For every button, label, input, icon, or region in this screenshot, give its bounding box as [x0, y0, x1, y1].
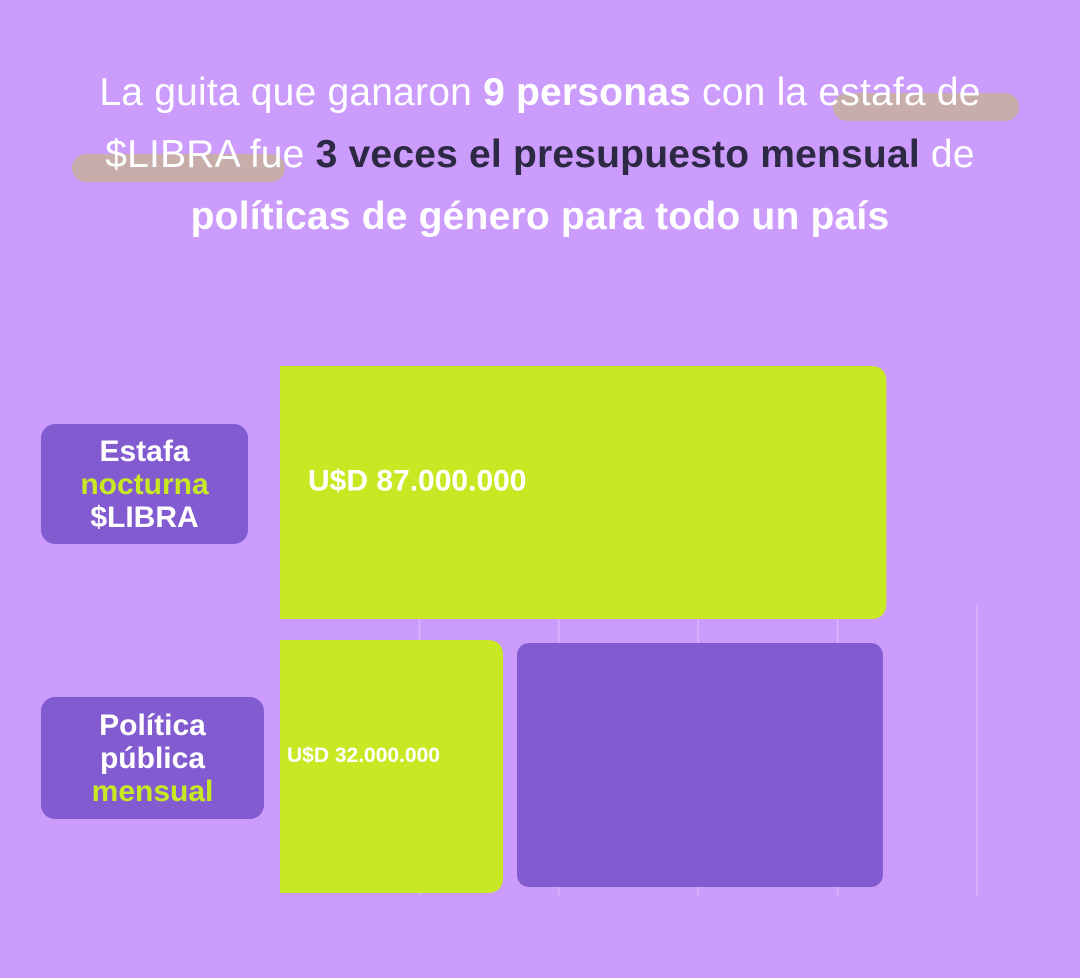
headline-text-1: La guita que ganaron — [99, 71, 484, 114]
highlight-marker-bottom — [72, 154, 285, 182]
comparison-block — [516, 643, 883, 887]
headline-text-2: con la estafa de $LIBRA fue — [105, 71, 981, 176]
bar-policy — [280, 640, 504, 893]
category-label-line: pública — [99, 741, 205, 775]
category-label-line: mensual — [91, 774, 214, 808]
bar-value-label: U$D 87.000.000 — [308, 464, 527, 497]
highlight-marker-top — [833, 93, 1019, 121]
chart-value-labels: U$D 87.000.000 U$D 32.000.000 — [287, 464, 527, 767]
bar-value-label: U$D 32.000.000 — [287, 744, 440, 767]
headline-highlight-times: 3 veces el presupuesto mensual — [315, 133, 920, 176]
headline: La guita que ganaron 9 personas con la e… — [40, 62, 1040, 248]
category-label-line: Política — [99, 708, 206, 742]
category-label-line: Estafa — [99, 434, 190, 468]
category-label-libra: Estafa nocturna $LIBRA — [41, 424, 248, 544]
headline-highlight-people: 9 personas — [483, 71, 692, 114]
headline-highlight-policies: políticas de género para todo un país — [190, 195, 890, 238]
chart-bars — [280, 366, 887, 893]
category-label-line: nocturna — [80, 467, 209, 501]
bar-libra — [280, 366, 887, 619]
category-label-policy: Política pública mensual — [41, 697, 264, 819]
category-label-line: $LIBRA — [90, 500, 199, 534]
headline-text-3: de — [919, 133, 975, 176]
